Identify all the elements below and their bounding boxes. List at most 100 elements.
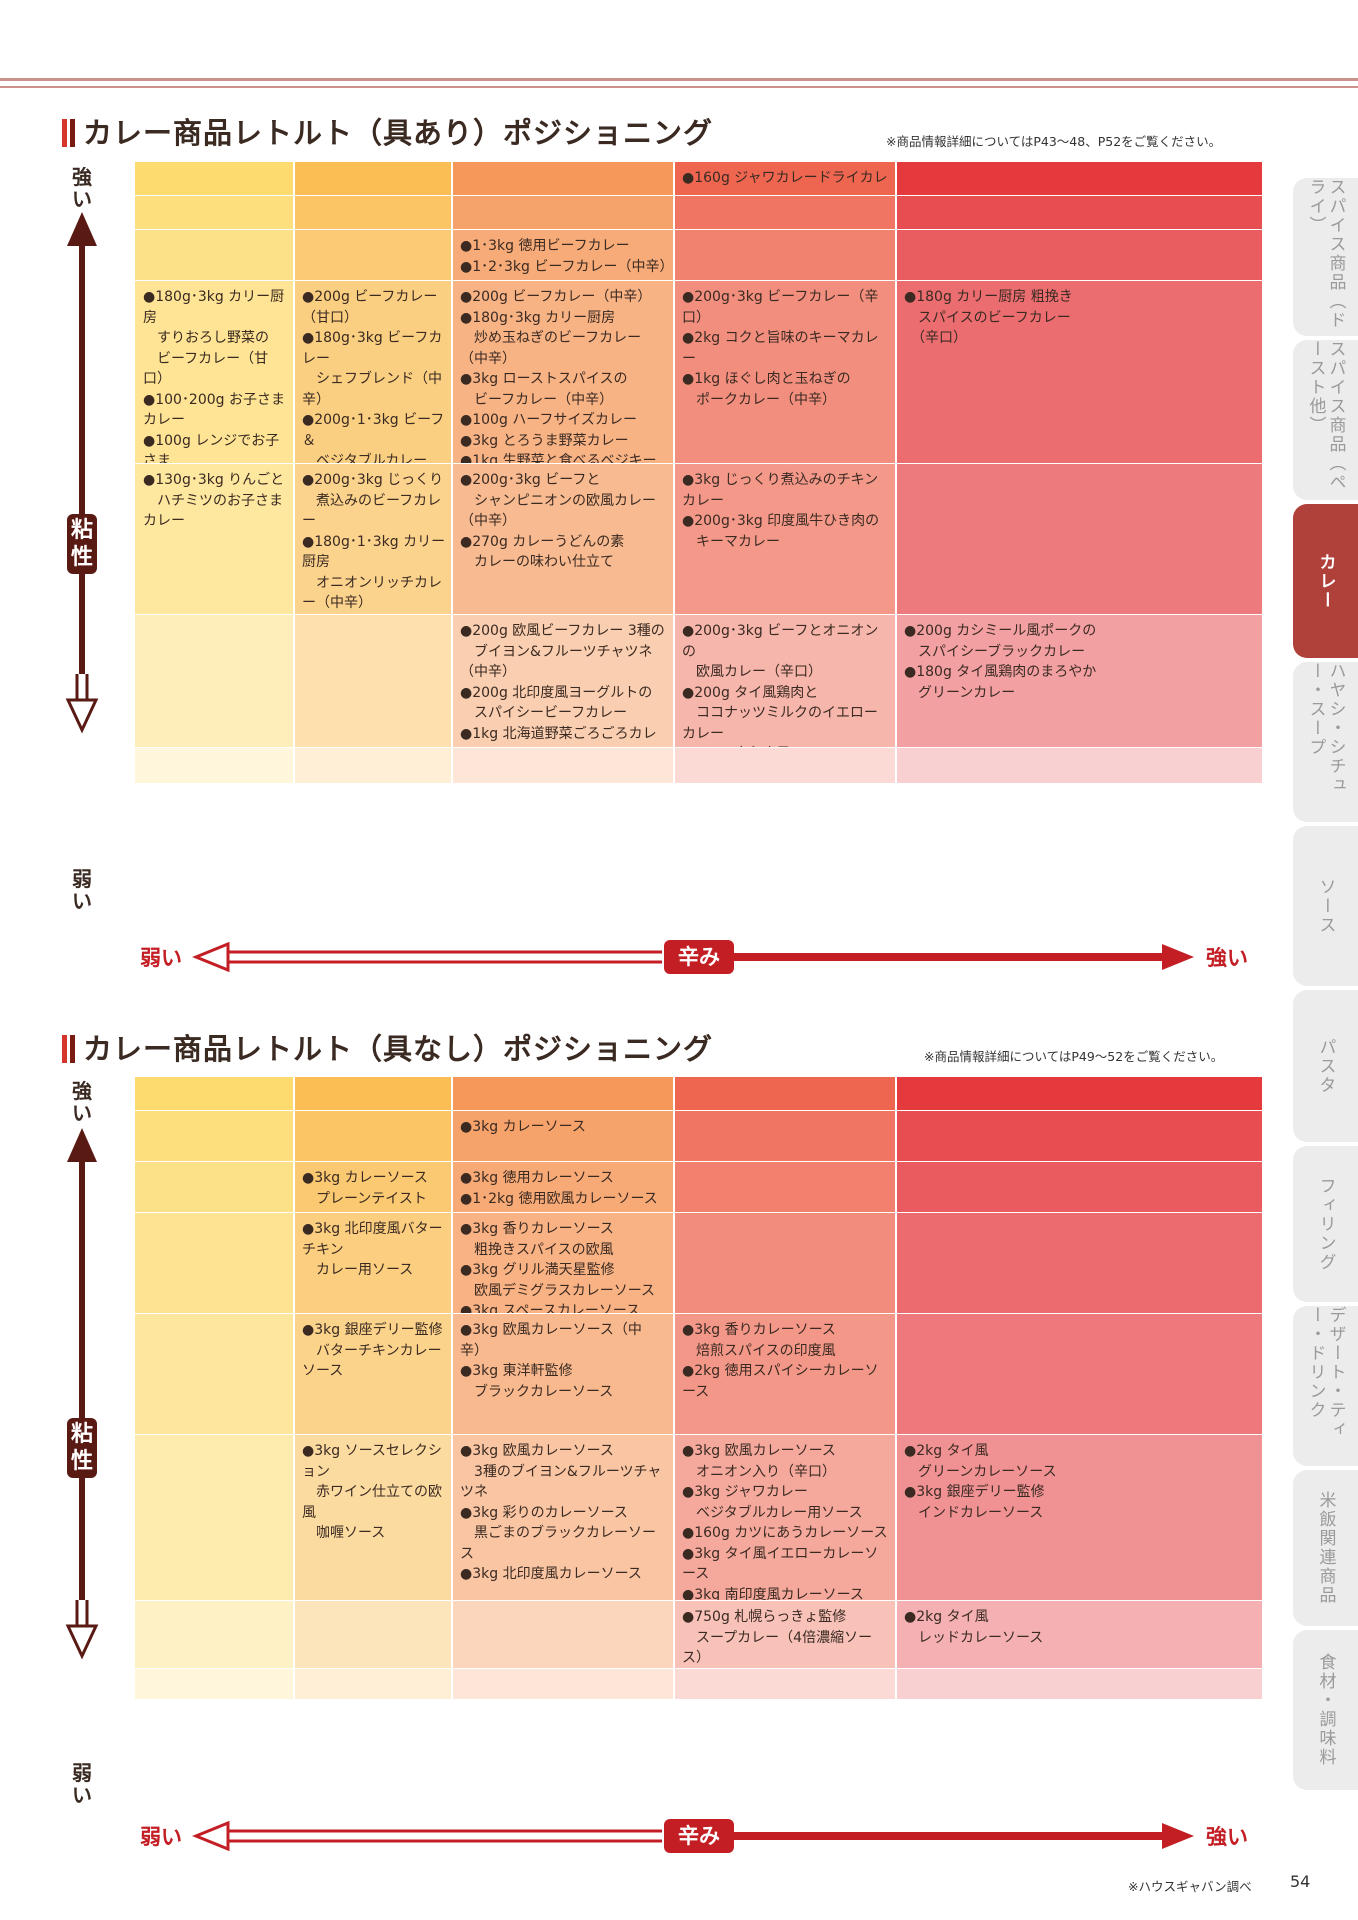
y-axis-top-label: 強い — [72, 165, 92, 211]
arrow-down-icon — [65, 1600, 99, 1660]
side-tab-label: 米飯関連商品 — [1315, 1491, 1336, 1605]
grid-column-divider — [451, 162, 453, 783]
x-axis-left-label: 弱い — [140, 1825, 182, 1849]
grid-cell: ●200g ビーフカレー（甘口） ●180g･3kg ビーフカレー シェフブレン… — [294, 281, 452, 464]
x-axis-right-label: 強い — [1206, 946, 1248, 970]
grid-cell: ●200g ビーフカレー（中辛） ●180g･3kg カリー厨房 炒め玉ねぎのビ… — [452, 281, 674, 464]
grid-cell — [135, 748, 294, 783]
grid-cell — [135, 1162, 294, 1213]
grid-cell — [896, 230, 1262, 281]
grid-cell — [452, 196, 674, 230]
grid-cell: ●200g 欧風ビーフカレー 3種の ブイヨン&フルーツチャツネ（中辛） ●20… — [452, 615, 674, 748]
grid-column-divider — [293, 1077, 295, 1699]
x-axis-arrow — [192, 1820, 1194, 1852]
grid-cell — [674, 230, 896, 281]
grid-cell: ●3kg 銀座デリー監修 バターチキンカレーソース — [294, 1314, 452, 1435]
grid-column-divider — [895, 162, 897, 783]
side-tab[interactable]: 米飯関連商品 — [1293, 1470, 1358, 1626]
grid-cell: ●200g･3kg ビーフとオニオンの 欧風カレー（辛口） ●200g タイ風鶏… — [674, 615, 896, 748]
grid-cell: ●3kg 北印度風バターチキン カレー用ソース — [294, 1213, 452, 1314]
grid-cell: ●3kg 欧風カレーソース 3種のブイヨン&フルーツチャツネ ●3kg 彩りのカ… — [452, 1435, 674, 1601]
grid-cell — [896, 1669, 1262, 1699]
grid-cell: ●3kg 欧風カレーソース（中辛） ●3kg 東洋軒監修 ブラックカレーソース — [452, 1314, 674, 1435]
grid-cell — [674, 1162, 896, 1213]
grid-cell — [674, 1213, 896, 1314]
side-tab[interactable]: ソース — [1293, 826, 1358, 986]
grid-cell: ●2kg タイ風 グリーンカレーソース ●3kg 銀座デリー監修 インドカレーソ… — [896, 1435, 1262, 1601]
section-note: ※商品情報詳細についてはP49～52をご覧ください。 — [924, 1049, 1224, 1064]
grid-cell — [135, 162, 294, 196]
positioning-grid-with-ingredients: ●160g ジャワカレードライカレー●1･3kg 徳用ビーフカレー ●1･2･3… — [135, 162, 1262, 921]
side-tab-label: デザート・ティー・ドリンク — [1305, 1306, 1346, 1439]
grid-cell — [896, 1162, 1262, 1213]
x-axis-title: 辛み — [664, 940, 734, 974]
grid-cell — [294, 196, 452, 230]
side-tab[interactable]: スパイス商品（ペースト他） — [1293, 340, 1358, 500]
side-tab-label: フィリング — [1315, 1176, 1336, 1272]
grid-cell — [135, 1601, 294, 1669]
y-axis-title: 粘性 — [67, 1418, 97, 1478]
grid-cell: ●200g･3kg ビーフと シャンピニオンの欧風カレー（中辛） ●270g カ… — [452, 464, 674, 615]
side-tab[interactable]: カレー — [1293, 504, 1358, 658]
grid-cell — [294, 162, 452, 196]
grid-cell: ●3kg 香りカレーソース 焙煎スパイスの印度風 ●2kg 徳用スパイシーカレー… — [674, 1314, 896, 1435]
side-tab[interactable]: 食材・調味料 — [1293, 1630, 1358, 1790]
grid-column-divider — [673, 162, 675, 783]
side-tab[interactable]: フィリング — [1293, 1146, 1358, 1302]
grid-cell — [135, 1669, 294, 1699]
grid-cell — [896, 162, 1262, 196]
grid-cell: ●180g カリー厨房 粗挽き スパイスのビーフカレー （辛口） — [896, 281, 1262, 464]
grid-cell — [896, 464, 1262, 615]
y-axis-bottom-label: 弱い — [72, 1761, 92, 1807]
grid-cell: ●1･3kg 徳用ビーフカレー ●1･2･3kg ビーフカレー（中辛） — [452, 230, 674, 281]
grid-cell — [896, 1077, 1262, 1111]
grid-cell — [896, 1314, 1262, 1435]
side-tab[interactable]: デザート・ティー・ドリンク — [1293, 1306, 1358, 1466]
grid-cell — [896, 1213, 1262, 1314]
y-axis: 強い 粘性 弱い — [62, 166, 102, 916]
grid-cell: ●200g･3kg じっくり 煮込みのビーフカレー ●180g･1･3kg カリ… — [294, 464, 452, 615]
grid-cell: ●3kg じっくり煮込みのチキンカレー ●200g･3kg 印度風牛ひき肉の キ… — [674, 464, 896, 615]
grid-cell — [294, 1077, 452, 1111]
grid-cell — [135, 1435, 294, 1601]
grid-cell — [452, 1077, 674, 1111]
source-note: ※ハウスギャバン調べ — [1128, 1879, 1252, 1894]
side-tab-label: スパイス商品（ドライ） — [1305, 178, 1346, 330]
grid-cell: ●3kg 欧風カレーソース オニオン入り（辛口） ●3kg ジャワカレー ベジタ… — [674, 1435, 896, 1601]
grid-cell — [294, 748, 452, 783]
y-axis-bottom-label: 弱い — [72, 867, 92, 913]
x-axis-arrow — [192, 941, 1194, 973]
side-tab-label: ソース — [1315, 877, 1336, 935]
arrow-up-icon — [67, 212, 97, 246]
grid-cell: ●750g 札幌らっきょ監修 スープカレー（4倍濃縮ソース） — [674, 1601, 896, 1669]
grid-column-divider — [293, 162, 295, 783]
grid-cell — [135, 1314, 294, 1435]
grid-cell — [452, 748, 674, 783]
grid-cell — [674, 196, 896, 230]
grid-cell: ●200g カシミール風ポークの スパイシーブラックカレー ●180g タイ風鶏… — [896, 615, 1262, 748]
grid-cell: ●160g ジャワカレードライカレー — [674, 162, 896, 196]
side-tab[interactable]: スパイス商品（ドライ） — [1293, 178, 1358, 336]
side-tab[interactable]: ハヤシ・シチュー・スープ — [1293, 662, 1358, 822]
y-axis-top-label: 強い — [72, 1079, 92, 1125]
x-axis-left-label: 弱い — [140, 946, 182, 970]
grid-cell: ●3kg 香りカレーソース 粗挽きスパイスの欧風 ●3kg グリル満天星監修 欧… — [452, 1213, 674, 1314]
grid-cell — [452, 1669, 674, 1699]
grid-cell — [896, 196, 1262, 230]
grid-cell: ●2kg タイ風 レッドカレーソース — [896, 1601, 1262, 1669]
grid-cell — [896, 1111, 1262, 1162]
grid-cell: ●180g･3kg カリー厨房 すりおろし野菜の ビーフカレー（甘口） ●100… — [135, 281, 294, 464]
x-axis-title: 辛み — [664, 1819, 734, 1853]
grid-cell — [135, 1077, 294, 1111]
grid-column-divider — [673, 1077, 675, 1699]
grid-cell: ●3kg カレーソース — [452, 1111, 674, 1162]
side-tab-label: 食材・調味料 — [1315, 1653, 1336, 1767]
grid-cell — [674, 1077, 896, 1111]
side-tab-label: ハヤシ・シチュー・スープ — [1305, 662, 1346, 795]
grid-cell — [674, 748, 896, 783]
x-axis-right-label: 強い — [1206, 1825, 1248, 1849]
grid-cell: ●3kg ソースセレクション 赤ワイン仕立ての欧風 咖喱ソース — [294, 1435, 452, 1601]
side-tab[interactable]: パスタ — [1293, 990, 1358, 1142]
grid-cell — [674, 1111, 896, 1162]
grid-cell — [135, 196, 294, 230]
